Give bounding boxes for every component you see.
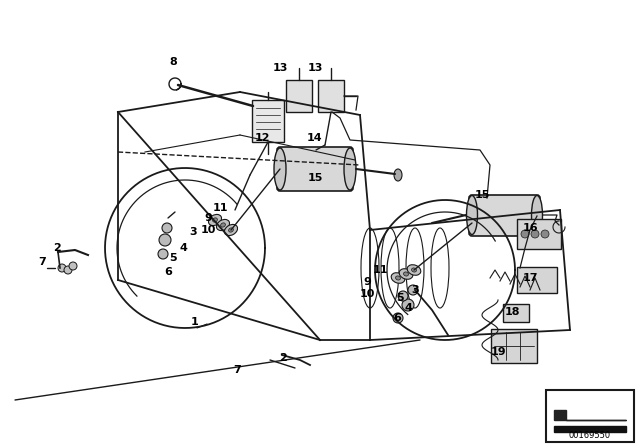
- Ellipse shape: [216, 220, 230, 231]
- Text: 10: 10: [200, 225, 216, 235]
- Text: 2: 2: [279, 353, 287, 363]
- FancyBboxPatch shape: [517, 267, 557, 293]
- Text: 11: 11: [372, 265, 388, 275]
- Text: 11: 11: [212, 203, 228, 213]
- Ellipse shape: [221, 223, 225, 227]
- Text: 13: 13: [307, 63, 323, 73]
- FancyBboxPatch shape: [277, 147, 353, 191]
- Ellipse shape: [228, 228, 234, 232]
- FancyBboxPatch shape: [469, 195, 540, 236]
- Circle shape: [159, 234, 171, 246]
- Text: 16: 16: [522, 223, 538, 233]
- Text: 5: 5: [396, 293, 404, 303]
- FancyBboxPatch shape: [252, 100, 284, 142]
- Ellipse shape: [344, 148, 356, 190]
- Text: 14: 14: [307, 133, 323, 143]
- Ellipse shape: [412, 268, 417, 272]
- Circle shape: [398, 291, 408, 301]
- Ellipse shape: [212, 218, 218, 222]
- Text: 3: 3: [411, 285, 419, 295]
- FancyBboxPatch shape: [286, 80, 312, 112]
- Ellipse shape: [391, 273, 404, 283]
- Text: 15: 15: [307, 173, 323, 183]
- Ellipse shape: [225, 224, 237, 236]
- Text: 7: 7: [233, 365, 241, 375]
- Ellipse shape: [467, 195, 477, 234]
- Text: 15: 15: [474, 190, 490, 200]
- Text: 19: 19: [490, 347, 506, 357]
- Circle shape: [58, 264, 66, 272]
- Text: 3: 3: [189, 227, 197, 237]
- FancyBboxPatch shape: [517, 219, 561, 249]
- Text: 9: 9: [363, 277, 371, 287]
- Text: 18: 18: [504, 307, 520, 317]
- Bar: [546, 390, 634, 442]
- Ellipse shape: [399, 269, 413, 279]
- FancyBboxPatch shape: [318, 80, 344, 112]
- Ellipse shape: [531, 195, 543, 234]
- Text: 00169550: 00169550: [569, 431, 611, 439]
- Polygon shape: [554, 426, 626, 432]
- Text: 6: 6: [393, 313, 401, 323]
- Text: 17: 17: [522, 273, 538, 283]
- FancyBboxPatch shape: [503, 304, 529, 322]
- Text: 4: 4: [179, 243, 187, 253]
- Ellipse shape: [394, 169, 402, 181]
- Ellipse shape: [396, 276, 401, 280]
- Text: 4: 4: [404, 303, 412, 313]
- Text: 2: 2: [53, 243, 61, 253]
- Text: 6: 6: [164, 267, 172, 277]
- Circle shape: [408, 285, 418, 295]
- Ellipse shape: [274, 148, 286, 190]
- Polygon shape: [554, 410, 626, 420]
- Circle shape: [64, 266, 72, 274]
- Text: 9: 9: [204, 213, 212, 223]
- Text: 1: 1: [191, 317, 199, 327]
- Ellipse shape: [407, 265, 420, 275]
- Text: 13: 13: [272, 63, 288, 73]
- Circle shape: [531, 230, 539, 238]
- Ellipse shape: [404, 272, 408, 276]
- Ellipse shape: [209, 215, 221, 225]
- Circle shape: [69, 262, 77, 270]
- Text: 10: 10: [359, 289, 374, 299]
- Circle shape: [521, 230, 529, 238]
- Text: 8: 8: [169, 57, 177, 67]
- FancyBboxPatch shape: [491, 329, 537, 363]
- Circle shape: [158, 249, 168, 259]
- Circle shape: [393, 313, 403, 323]
- Text: 7: 7: [38, 257, 46, 267]
- Circle shape: [162, 223, 172, 233]
- Text: 5: 5: [169, 253, 177, 263]
- Circle shape: [541, 230, 549, 238]
- Text: 12: 12: [254, 133, 269, 143]
- Circle shape: [402, 299, 414, 311]
